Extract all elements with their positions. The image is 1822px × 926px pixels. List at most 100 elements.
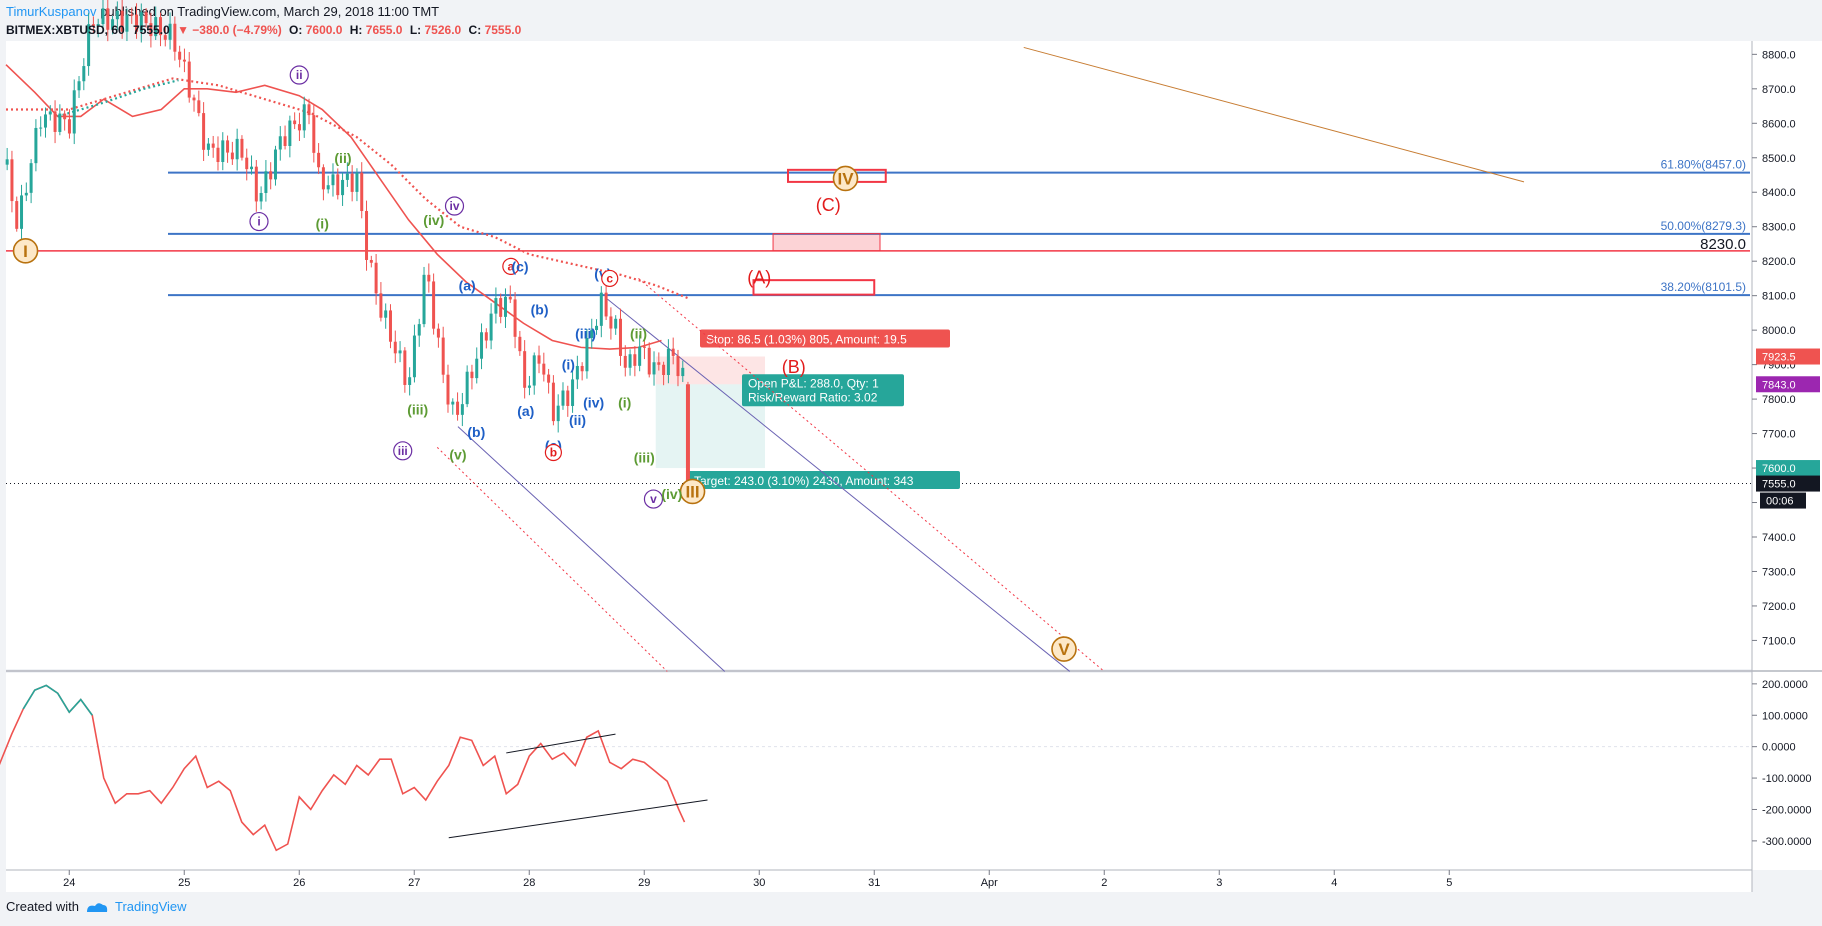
wave-label-red: (A) [747, 267, 771, 287]
price-tick-label: 7800.0 [1762, 394, 1796, 406]
oscillator-trendline[interactable] [448, 799, 708, 839]
candle-body [87, 24, 91, 67]
wave-label-minor: i [257, 215, 260, 229]
price-tick-label: 7100.0 [1762, 635, 1796, 647]
candle-body [39, 127, 43, 129]
oscillator-trendline[interactable] [506, 733, 616, 754]
wave-label-green: (ii) [334, 150, 351, 166]
candle-body [360, 172, 364, 212]
time-scale[interactable]: 24 25 26 27 28 29 30 31 Apr 2 3 4 5 [63, 870, 1452, 889]
moving-average-line[interactable] [5, 64, 662, 350]
candle-body [369, 259, 373, 263]
time-tick-label: 2 [1101, 877, 1107, 889]
candle-body [120, 10, 124, 32]
target-zone[interactable] [752, 279, 876, 296]
candle-body [436, 328, 440, 338]
candle-body [556, 405, 560, 422]
wave-label-red: (B) [782, 357, 806, 377]
candle-body [494, 298, 498, 314]
author-link[interactable]: TimurKuspanov [6, 4, 97, 19]
candle-body [43, 114, 47, 128]
channel-upper-dashed[interactable] [638, 278, 1105, 672]
price-label-badge [1756, 376, 1820, 393]
time-tick-label: 4 [1331, 877, 1337, 889]
candle-body [158, 17, 162, 36]
candle-body [125, 14, 129, 32]
candle-body [595, 325, 599, 331]
candle-body [685, 384, 690, 484]
candle-body [336, 174, 340, 196]
moving-average-dotted-line[interactable] [6, 77, 691, 301]
candlestick-series [5, 0, 690, 494]
price-tick-label: 8100.0 [1762, 291, 1796, 303]
wave-circle [444, 196, 465, 216]
candle-body [312, 115, 316, 153]
candle-body [235, 138, 239, 160]
wave-circle [679, 478, 706, 505]
channel-lower-dashed[interactable] [436, 447, 668, 672]
legend-open-value: 7600.0 [306, 23, 343, 37]
channel-upper-line[interactable] [607, 298, 1071, 672]
oscillator-line[interactable] [0, 684, 686, 852]
legend-high-value: 7655.0 [366, 23, 403, 37]
candle-body [374, 262, 378, 294]
candle-body [388, 310, 392, 342]
candle-body [259, 192, 263, 202]
price-tick-label: 8000.0 [1762, 325, 1796, 337]
candle-body [662, 364, 666, 375]
candle-body [585, 337, 589, 372]
wave-label-blue: (c) [511, 258, 528, 274]
candle-body [293, 120, 297, 125]
wave-circle [289, 65, 309, 85]
candle-body [34, 127, 38, 164]
candle-body [580, 365, 584, 372]
target-zone-filled[interactable] [772, 233, 881, 252]
price-label: 7923.5 [1762, 352, 1796, 364]
price-tick-label: 7300.0 [1762, 566, 1796, 578]
wave-circle [502, 257, 520, 275]
candle-body [508, 296, 512, 300]
price-scale[interactable]: 7100.07200.07300.07400.07500.07600.07700… [1752, 49, 1820, 848]
candle-body [106, 8, 110, 30]
price-tick-label: 7400.0 [1762, 532, 1796, 544]
wave-label-major: III [685, 482, 699, 501]
symbol-legend: BITMEX:XBTUSD, 60 7555.0 ▼ −380.0 (−4.79… [6, 23, 522, 37]
candle-body [489, 313, 493, 341]
price-tick-label: 8200.0 [1762, 256, 1796, 268]
candle-body [638, 346, 642, 366]
candle-body [321, 167, 325, 190]
candle-body [642, 346, 646, 348]
wave-label-minor: iii [398, 444, 408, 458]
wave-label-blue: (ii) [569, 412, 586, 428]
candle-body [10, 159, 14, 202]
osc-tick-label: -100.0000 [1762, 773, 1812, 785]
candle-body [53, 111, 57, 132]
candle-body [254, 166, 258, 202]
candle-body [178, 51, 182, 60]
candle-body [412, 335, 416, 378]
candle-body [571, 379, 575, 406]
candle-body [484, 332, 488, 341]
fib-level-label: 50.00%(8279.3) [1661, 219, 1746, 233]
price-tick-label: 7200.0 [1762, 601, 1796, 613]
candle-body [345, 173, 349, 180]
legend-last: 7555.0 [133, 23, 170, 37]
legend-high-label: H: [350, 23, 363, 37]
channel-lower-line[interactable] [457, 426, 726, 672]
trend-line[interactable] [1023, 46, 1525, 183]
osc-tick-label: -300.0000 [1762, 836, 1812, 848]
candle-body [72, 90, 76, 134]
fib-level-label: 38.20%(8101.5) [1661, 280, 1746, 294]
wave-label-major: I [23, 242, 28, 261]
candle-body [63, 113, 67, 120]
candle-body [547, 374, 551, 383]
price-tick-label: 8700.0 [1762, 84, 1796, 96]
candle-body [350, 173, 354, 192]
tradingview-link[interactable]: TradingView [114, 899, 187, 914]
wave-label-sub: b [550, 446, 557, 460]
svg-text:BITMEX:XBTUSD, 60 7555.0: BITMEX:XBTUSD, 60 7555.0 ▼ −380.0 (−4.79… [6, 23, 522, 37]
wave-label-blue: (b) [467, 424, 485, 440]
legend-symbol: BITMEX:XBTUSD, 60 [6, 23, 125, 37]
candle-body [657, 362, 661, 365]
